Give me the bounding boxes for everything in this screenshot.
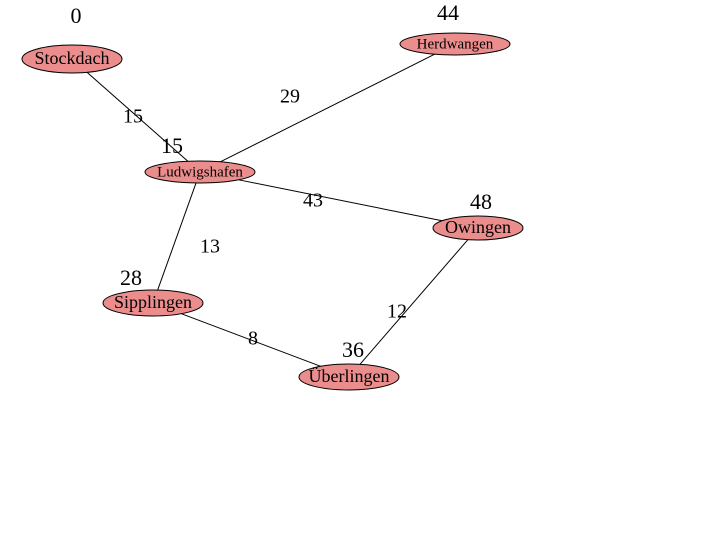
edge-ludwigshafen-owingen (239, 180, 442, 221)
edge-label-sipplingen-ueberlingen: 8 (248, 328, 258, 350)
node-label-herdwangen: Herdwangen (417, 36, 494, 52)
edge-label-owingen-ueberlingen: 12 (387, 301, 407, 323)
node-label-ludwigshafen: Ludwigshafen (157, 164, 243, 180)
node-label-owingen: Owingen (445, 217, 511, 237)
node-header-herdwangen: 44 (437, 0, 459, 25)
node-label-ueberlingen: Überlingen (309, 366, 390, 386)
nodes-group: Stockdach 0 Herdwangen 44 Ludwigshafen 15 Owin… (22, 0, 523, 390)
node-header-stockdach: 0 (71, 3, 82, 28)
edge-label-herdwangen-ludwigshafen: 29 (280, 86, 300, 108)
node-herdwangen: Herdwangen 44 (400, 0, 510, 55)
node-header-ludwigshafen: 15 (161, 133, 183, 158)
node-owingen: Owingen 48 (433, 189, 523, 240)
node-header-sipplingen: 28 (120, 265, 142, 290)
graph-diagram: Stockdach 0 Herdwangen 44 Ludwigshafen 15 Owin… (0, 0, 720, 540)
edges-group (87, 54, 468, 366)
edge-label-ludwigshafen-sipplingen: 13 (200, 236, 220, 258)
node-label-sipplingen: Sipplingen (114, 292, 192, 312)
node-stockdach: Stockdach 0 (22, 3, 122, 73)
edge-label-ludwigshafen-owingen: 43 (303, 190, 323, 212)
node-ludwigshafen: Ludwigshafen 15 (145, 133, 255, 183)
node-label-stockdach: Stockdach (35, 48, 110, 68)
edge-herdwangen-ludwigshafen (220, 54, 434, 162)
edge-ludwigshafen-sipplingen (158, 183, 196, 290)
edge-owingen-ueberlingen (360, 240, 468, 365)
node-header-ueberlingen: 36 (342, 337, 364, 362)
edge-label-stockdach-ludwigshafen: 15 (123, 106, 143, 128)
node-sipplingen: Sipplingen28 (103, 265, 203, 316)
node-header-owingen: 48 (470, 189, 492, 214)
